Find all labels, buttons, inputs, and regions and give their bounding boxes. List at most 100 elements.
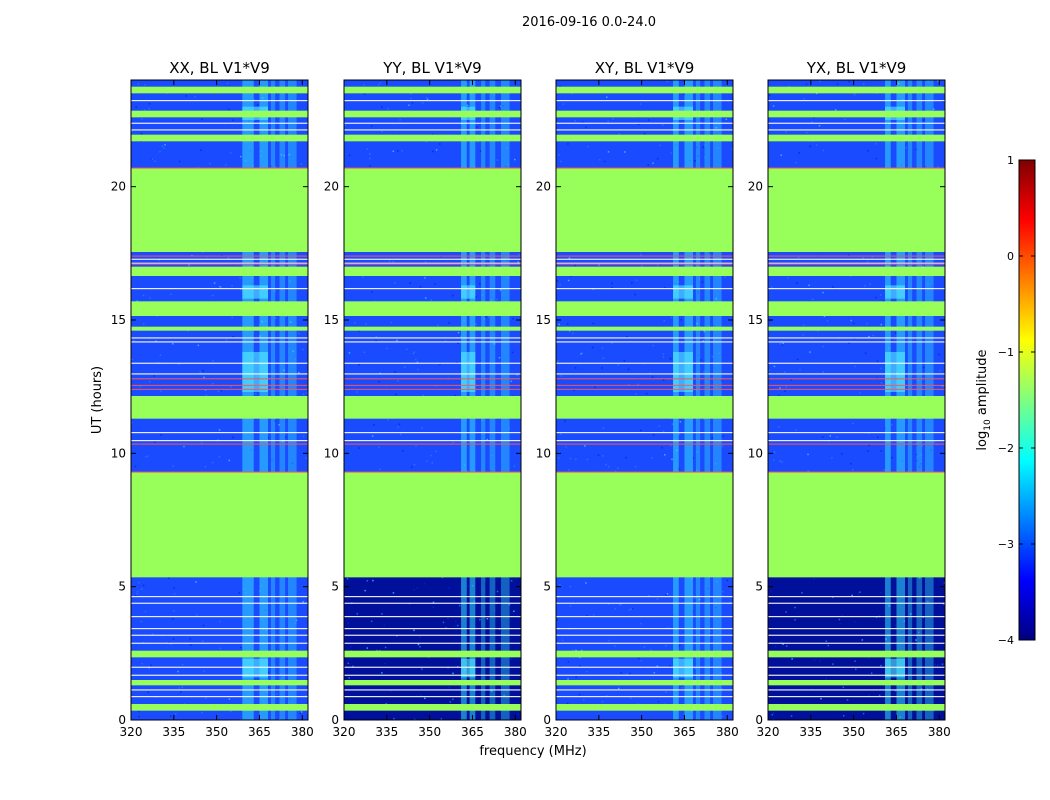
- noise-speckle: [666, 593, 669, 595]
- noise-speckle: [941, 663, 944, 665]
- noise-speckle: [366, 579, 369, 582]
- noise-speckle: [232, 335, 235, 338]
- noise-speckle: [503, 694, 505, 697]
- y-tick-label: 20: [748, 180, 763, 194]
- noise-speckle: [173, 593, 176, 595]
- noise-speckle: [466, 470, 469, 472]
- data-gap-line: [768, 666, 945, 668]
- noise-speckle: [302, 348, 304, 351]
- noise-speckle: [369, 153, 371, 155]
- noise-speckle: [219, 647, 222, 650]
- noise-speckle: [607, 120, 609, 123]
- noise-speckle: [813, 578, 815, 580]
- noise-speckle: [880, 367, 882, 370]
- noise-speckle: [665, 644, 667, 647]
- data-gap-line: [131, 337, 308, 339]
- flagged-range: [556, 110, 733, 118]
- noise-speckle: [292, 350, 294, 352]
- noise-speckle: [189, 638, 192, 640]
- noise-speckle: [779, 387, 781, 389]
- noise-speckle: [620, 671, 622, 674]
- noise-speckle: [452, 441, 455, 444]
- noise-speckle: [365, 323, 367, 326]
- noise-speckle: [795, 429, 798, 431]
- noise-speckle: [715, 386, 718, 389]
- x-tick-label: 320: [120, 725, 143, 739]
- noise-speckle: [795, 161, 797, 164]
- noise-speckle: [136, 300, 139, 302]
- noise-speckle: [938, 353, 940, 356]
- noise-speckle: [274, 420, 276, 423]
- data-gap-line: [344, 689, 521, 691]
- y-tick-label: 5: [331, 580, 339, 594]
- noise-speckle: [930, 687, 933, 690]
- flagged-range: [556, 86, 733, 94]
- noise-speckle: [285, 315, 287, 317]
- noise-speckle: [278, 424, 280, 426]
- noise-speckle: [195, 614, 198, 616]
- colorbar-tick-label: 0: [1007, 250, 1014, 263]
- x-tick-label: 380: [291, 725, 314, 739]
- noise-speckle: [499, 289, 502, 291]
- noise-speckle: [154, 160, 156, 162]
- noise-speckle: [421, 427, 423, 429]
- noise-speckle: [448, 322, 450, 324]
- noise-speckle: [785, 130, 788, 133]
- data-gap-line: [768, 100, 945, 102]
- noise-speckle: [205, 394, 208, 396]
- noise-speckle: [927, 600, 929, 603]
- noise-speckle: [452, 672, 454, 675]
- noise-speckle: [694, 160, 696, 162]
- noise-speckle: [399, 119, 401, 121]
- noise-speckle: [496, 298, 498, 301]
- noise-speckle: [614, 608, 616, 610]
- data-gap-line: [556, 337, 733, 339]
- noise-speckle: [181, 663, 184, 666]
- noise-speckle: [782, 643, 784, 646]
- noise-speckle: [569, 457, 572, 460]
- noise-speckle: [178, 363, 180, 365]
- noise-speckle: [142, 584, 145, 587]
- flagged-range: [556, 326, 733, 331]
- y-tick-label: 20: [111, 180, 126, 194]
- noise-speckle: [867, 450, 869, 452]
- noise-speckle: [652, 434, 655, 436]
- x-tick-label: 320: [757, 725, 780, 739]
- noise-speckle: [797, 256, 800, 258]
- noise-speckle: [703, 370, 705, 373]
- noise-speckle: [912, 338, 915, 340]
- panel-title: YX, BL V1*V9: [806, 59, 907, 77]
- noise-speckle: [586, 458, 589, 461]
- noise-speckle: [229, 152, 232, 154]
- data-gap-line: [344, 337, 521, 339]
- noise-speckle: [421, 102, 424, 104]
- noise-speckle: [617, 687, 620, 690]
- flagged-range: [556, 650, 733, 658]
- y-tick-label: 20: [536, 180, 551, 194]
- x-tick-label: 380: [928, 725, 951, 739]
- noise-speckle: [645, 392, 648, 395]
- noise-speckle: [798, 152, 800, 154]
- noise-speckle: [274, 317, 277, 319]
- data-gap-line: [344, 432, 521, 434]
- noise-speckle: [274, 166, 277, 168]
- noise-speckle: [514, 158, 516, 161]
- noise-speckle: [601, 700, 604, 703]
- noise-speckle: [813, 116, 815, 119]
- noise-speckle: [506, 147, 508, 150]
- noise-speckle: [363, 93, 366, 95]
- noise-speckle: [557, 457, 560, 459]
- noise-speckle: [598, 264, 600, 266]
- noise-speckle: [160, 434, 162, 436]
- noise-speckle: [635, 279, 638, 281]
- noise-speckle: [387, 419, 389, 421]
- noise-speckle: [683, 93, 685, 96]
- colorbar-ticks: 1 0 −1 −2 −3 −4: [998, 154, 1035, 647]
- x-tick-label: 350: [418, 725, 441, 739]
- noise-speckle: [601, 367, 603, 369]
- noise-speckle: [507, 276, 510, 279]
- noise-speckle: [507, 163, 510, 165]
- data-gap-line: [131, 262, 308, 264]
- noise-speckle: [159, 150, 161, 153]
- noise-speckle: [819, 80, 822, 83]
